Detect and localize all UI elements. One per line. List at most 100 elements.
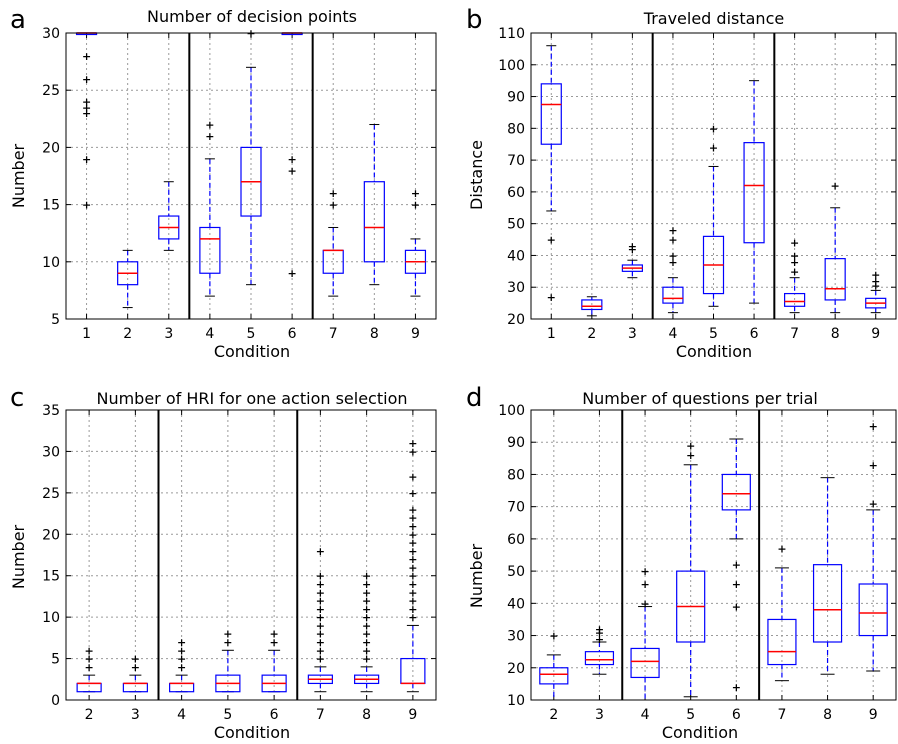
outlier-point-c: + — [362, 644, 371, 657]
y-tick-label-c: 0 — [51, 693, 60, 709]
outlier-point-d: + — [595, 626, 604, 639]
chart-title-c: Number of HRI for one action selection — [96, 389, 407, 408]
outlier-point-c: + — [408, 537, 417, 550]
outlier-point-c: + — [408, 437, 417, 450]
box-b — [581, 299, 603, 311]
outlier-point-c: + — [131, 661, 140, 674]
outlier-point-c: + — [270, 628, 279, 641]
outlier-point-c: + — [362, 628, 371, 641]
y-tick-label-b: 100 — [498, 58, 525, 74]
outlier-point-a: + — [82, 96, 91, 109]
x-tick-label-d: 4 — [641, 707, 650, 723]
outlier-point-c: + — [316, 578, 325, 591]
x-tick-label-c: 3 — [131, 707, 140, 723]
outlier-point-b: + — [628, 243, 637, 256]
outlier-point-d: + — [869, 459, 878, 472]
x-tick-label-a: 5 — [247, 326, 256, 342]
outlier-point-c: + — [362, 570, 371, 583]
y-tick-label-b: 50 — [507, 217, 525, 233]
y-tick-label-a: 10 — [42, 255, 60, 271]
outlier-point-c: + — [408, 595, 417, 608]
outlier-point-c: + — [316, 628, 325, 641]
outlier-point-a: + — [205, 130, 214, 143]
box-d — [721, 473, 751, 511]
outlier-point-a: + — [82, 101, 91, 114]
box-b — [824, 258, 846, 301]
x-axis-label-d: Condition — [662, 723, 738, 742]
y-tick-label-b: 110 — [498, 26, 525, 42]
y-tick-label-c: 10 — [42, 610, 60, 626]
outlier-point-c: + — [408, 445, 417, 458]
outlier-point-a: + — [288, 267, 297, 280]
outlier-point-c: + — [362, 653, 371, 666]
x-tick-label-c: 2 — [85, 707, 94, 723]
box-d — [812, 564, 843, 643]
y-tick-label-a: 30 — [42, 26, 60, 42]
outlier-point-c: + — [408, 578, 417, 591]
outlier-point-c: + — [408, 570, 417, 583]
box-b — [784, 292, 806, 307]
outlier-point-a: + — [82, 153, 91, 166]
outlier-point-a: + — [329, 187, 338, 200]
outlier-point-c: + — [362, 603, 371, 616]
x-tick-label-d: 2 — [549, 707, 558, 723]
panel-letter-b: b — [466, 5, 483, 35]
y-tick-label-b: 70 — [507, 153, 525, 169]
outlier-point-b: + — [709, 141, 718, 154]
y-tick-label-a: 25 — [42, 83, 60, 99]
x-tick-label-a: 7 — [329, 326, 338, 342]
outlier-point-d: + — [869, 420, 878, 433]
outlier-point-b: + — [628, 240, 637, 253]
outlier-point-c: + — [223, 636, 232, 649]
chart-title-d: Number of questions per trial — [582, 389, 818, 408]
outlier-point-c: + — [316, 570, 325, 583]
x-tick-label-b: 7 — [790, 326, 799, 342]
y-tick-label-d: 80 — [507, 467, 525, 483]
axes-frame-d — [530, 409, 897, 701]
y-tick-label-b: 30 — [507, 280, 525, 296]
panel-c: c Number of HRI for one action selection… — [9, 383, 437, 742]
outlier-point-b: + — [831, 180, 840, 193]
y-tick-label-d: 20 — [507, 661, 525, 677]
x-tick-label-b: 8 — [831, 326, 840, 342]
outlier-point-d: + — [640, 597, 649, 610]
x-tick-label-c: 6 — [270, 707, 279, 723]
y-tick-label-b: 20 — [507, 312, 525, 328]
y-tick-label-d: 90 — [507, 435, 525, 451]
box-d — [767, 618, 797, 666]
outlier-point-b: + — [871, 275, 880, 288]
y-axis-label-d: Number — [467, 543, 486, 608]
outlier-point-c: + — [177, 644, 186, 657]
y-tick-label-d: 10 — [507, 693, 525, 709]
x-tick-label-a: 3 — [164, 326, 173, 342]
y-tick-label-b: 40 — [507, 248, 525, 264]
box-b — [743, 142, 765, 244]
outlier-point-a: + — [288, 153, 297, 166]
outlier-point-a: + — [411, 187, 420, 200]
x-tick-label-d: 8 — [823, 707, 832, 723]
outlier-point-c: + — [316, 636, 325, 649]
outlier-point-c: + — [362, 619, 371, 632]
x-tick-label-a: 9 — [411, 326, 420, 342]
outlier-point-a: + — [82, 107, 91, 120]
x-tick-label-b: 6 — [750, 326, 759, 342]
outlier-point-b: + — [668, 224, 677, 237]
box-b — [540, 83, 562, 145]
outlier-point-c: + — [316, 644, 325, 657]
outlier-point-c: + — [362, 636, 371, 649]
outlier-point-b: + — [668, 234, 677, 247]
outlier-point-c: + — [408, 503, 417, 516]
panel-d: d Number of questions per trial Conditio… — [466, 383, 897, 742]
box-d — [584, 651, 615, 666]
outlier-point-c: + — [316, 611, 325, 624]
box-d — [630, 647, 660, 679]
x-tick-label-c: 8 — [362, 707, 371, 723]
x-tick-label-b: 5 — [709, 326, 718, 342]
x-tick-label-a: 1 — [82, 326, 91, 342]
outlier-point-b: + — [668, 256, 677, 269]
y-tick-label-c: 25 — [42, 486, 60, 502]
box-a — [199, 226, 221, 274]
y-tick-label-c: 35 — [42, 403, 60, 419]
